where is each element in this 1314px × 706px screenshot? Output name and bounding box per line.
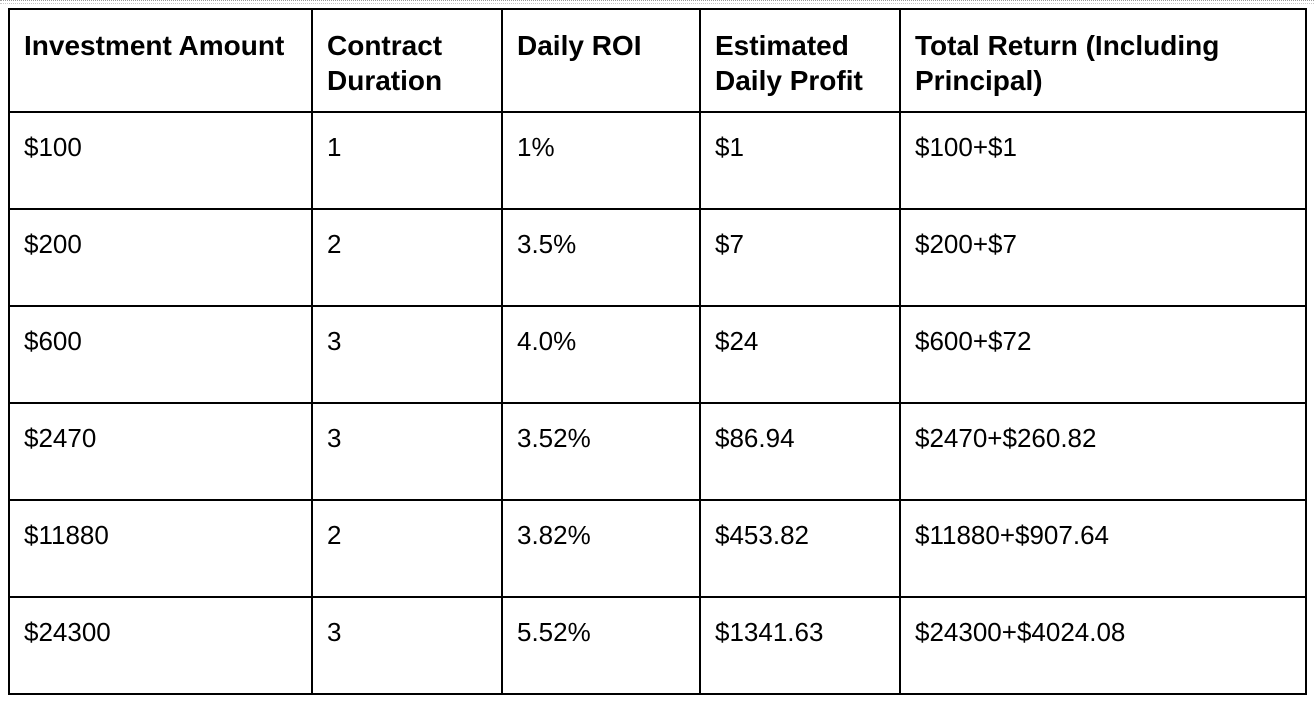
cell-contract-duration: 3 — [311, 305, 503, 404]
top-dotted-rule — [0, 0, 1314, 4]
cell-daily-roi: 1% — [501, 111, 701, 210]
cell-daily-roi: 4.0% — [501, 305, 701, 404]
cell-estimated-daily-profit: $1 — [699, 111, 901, 210]
cell-total-return: $100+$1 — [899, 111, 1307, 210]
cell-investment-amount: $200 — [8, 208, 313, 307]
cell-investment-amount: $2470 — [8, 402, 313, 501]
header-total-return: Total Return (Including Principal) — [899, 8, 1307, 113]
cell-contract-duration: 2 — [311, 208, 503, 307]
header-investment-amount: Investment Amount — [8, 8, 313, 113]
cell-contract-duration: 1 — [311, 111, 503, 210]
cell-daily-roi: 3.82% — [501, 499, 701, 598]
table-header-row: Investment Amount Contract Duration Dail… — [8, 8, 1307, 113]
cell-estimated-daily-profit: $1341.63 — [699, 596, 901, 695]
table-row: $200 2 3.5% $7 $200+$7 — [8, 208, 1307, 307]
cell-investment-amount: $600 — [8, 305, 313, 404]
header-estimated-daily-profit: Estimated Daily Profit — [699, 8, 901, 113]
investment-roi-table: Investment Amount Contract Duration Dail… — [8, 8, 1307, 695]
cell-total-return: $11880+$907.64 — [899, 499, 1307, 598]
cell-daily-roi: 3.5% — [501, 208, 701, 307]
cell-estimated-daily-profit: $24 — [699, 305, 901, 404]
cell-estimated-daily-profit: $453.82 — [699, 499, 901, 598]
table-row: $2470 3 3.52% $86.94 $2470+$260.82 — [8, 402, 1307, 501]
header-daily-roi: Daily ROI — [501, 8, 701, 113]
cell-contract-duration: 2 — [311, 499, 503, 598]
cell-investment-amount: $11880 — [8, 499, 313, 598]
table-row: $24300 3 5.52% $1341.63 $24300+$4024.08 — [8, 596, 1307, 695]
cell-total-return: $2470+$260.82 — [899, 402, 1307, 501]
cell-daily-roi: 3.52% — [501, 402, 701, 501]
cell-estimated-daily-profit: $7 — [699, 208, 901, 307]
cell-total-return: $24300+$4024.08 — [899, 596, 1307, 695]
table-row: $11880 2 3.82% $453.82 $11880+$907.64 — [8, 499, 1307, 598]
cell-contract-duration: 3 — [311, 402, 503, 501]
cell-total-return: $600+$72 — [899, 305, 1307, 404]
table-row: $100 1 1% $1 $100+$1 — [8, 111, 1307, 210]
cell-total-return: $200+$7 — [899, 208, 1307, 307]
cell-contract-duration: 3 — [311, 596, 503, 695]
cell-estimated-daily-profit: $86.94 — [699, 402, 901, 501]
cell-daily-roi: 5.52% — [501, 596, 701, 695]
header-contract-duration: Contract Duration — [311, 8, 503, 113]
cell-investment-amount: $100 — [8, 111, 313, 210]
cell-investment-amount: $24300 — [8, 596, 313, 695]
table-row: $600 3 4.0% $24 $600+$72 — [8, 305, 1307, 404]
